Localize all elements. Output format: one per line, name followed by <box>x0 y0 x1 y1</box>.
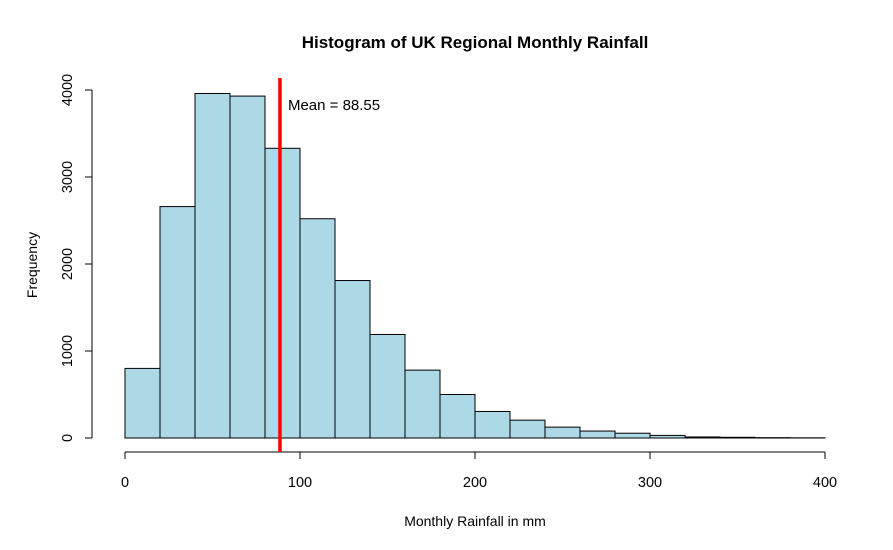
y-tick-label: 2000 <box>60 248 76 280</box>
chart-title: Histogram of UK Regional Monthly Rainfal… <box>302 33 649 52</box>
y-tick-label: 1000 <box>60 335 76 367</box>
histogram-bar <box>649 434 686 439</box>
histogram-bar <box>719 436 756 439</box>
histogram-bar <box>684 436 721 439</box>
y-tick-label: 4000 <box>60 74 76 106</box>
histogram-bars <box>124 92 826 439</box>
y-axis-title: Frequency <box>24 232 40 298</box>
histogram-bar <box>474 410 511 439</box>
x-axis-title: Monthly Rainfall in mm <box>404 513 546 529</box>
histogram-bar <box>369 333 406 439</box>
x-axis: 0 100 200 300 400 <box>121 451 837 491</box>
histogram-bar <box>544 426 581 439</box>
histogram-bar <box>509 419 546 439</box>
histogram-bar <box>299 218 336 439</box>
x-tick-label: 0 <box>121 475 129 491</box>
histogram-bar <box>404 369 441 439</box>
histogram-bar <box>439 394 476 439</box>
histogram-bar <box>264 147 301 439</box>
annotations: Mean = 88.55 <box>278 78 380 452</box>
mean-label: Mean = 88.55 <box>288 97 380 114</box>
histogram-bar <box>334 280 371 439</box>
x-tick-label: 300 <box>638 475 662 491</box>
x-tick-label: 100 <box>288 475 312 491</box>
histogram-bar <box>229 95 266 439</box>
histogram-bar <box>124 367 161 439</box>
histogram-bar <box>579 430 616 439</box>
histogram-bar <box>194 92 231 439</box>
histogram-bar <box>614 432 651 439</box>
histogram-bar <box>159 206 196 439</box>
y-tick-label: 0 <box>60 434 76 442</box>
x-tick-label: 200 <box>463 475 487 491</box>
y-axis: 0 1000 2000 3000 4000 <box>60 74 93 442</box>
x-tick-label: 400 <box>813 475 837 491</box>
y-tick-label: 3000 <box>60 161 76 193</box>
